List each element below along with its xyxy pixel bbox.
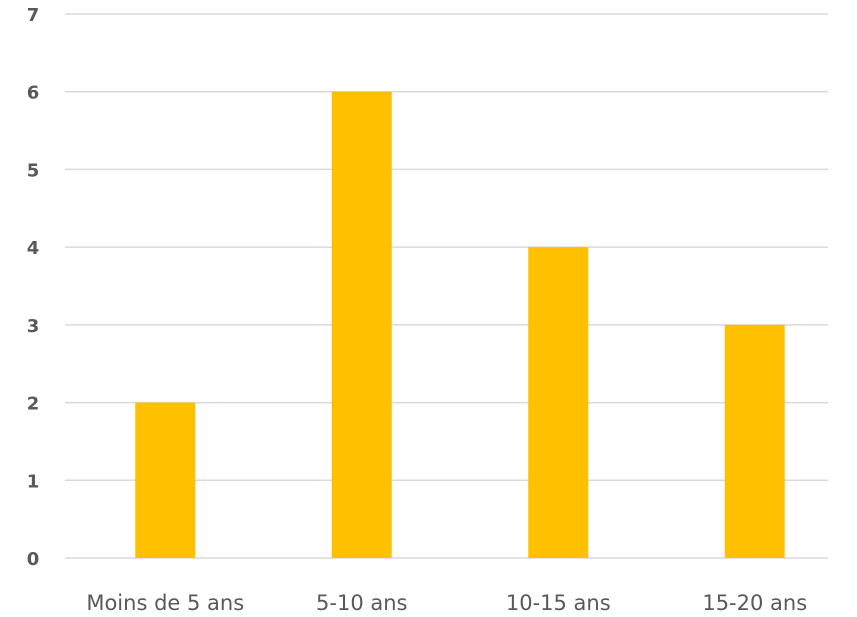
y-tick-label: 3 <box>27 316 40 337</box>
x-tick-label: 5-10 ans <box>316 591 407 615</box>
y-tick-label: 7 <box>27 5 40 26</box>
y-tick-label: 2 <box>27 394 40 415</box>
bar <box>528 247 589 558</box>
bar <box>331 91 392 558</box>
x-tick-label: 10-15 ans <box>506 591 611 615</box>
bar <box>135 402 196 558</box>
x-tick-label: 15-20 ans <box>702 591 807 615</box>
x-tick-label: Moins de 5 ans <box>86 591 244 615</box>
y-tick-label: 0 <box>27 549 40 570</box>
bar <box>724 324 785 558</box>
y-tick-label: 1 <box>27 471 40 492</box>
y-tick-label: 4 <box>27 238 40 259</box>
y-tick-label: 5 <box>27 160 40 181</box>
y-tick-label: 6 <box>27 83 40 104</box>
